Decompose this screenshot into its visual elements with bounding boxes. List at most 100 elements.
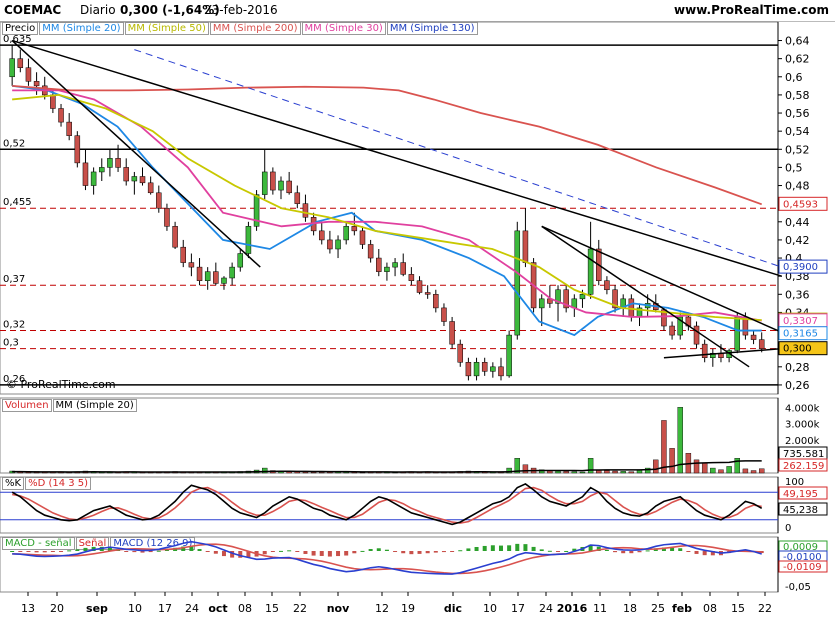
volume-bar [669,448,675,474]
candle-body [172,226,178,248]
candle-body [563,289,569,309]
macd-hist-bar [327,551,332,557]
candle-body [538,298,545,309]
macd-hist-bar [295,551,300,552]
macd-hist-bar [441,551,446,553]
y-tick-label: 0,44 [785,216,810,229]
volume-bar [571,471,578,474]
volume-bar [620,471,626,474]
candle-body [677,316,683,336]
y-tick-label: 0,56 [785,107,810,120]
macd-hist-bar [523,544,528,551]
candle-body [351,226,358,232]
y-tick-label: 0,64 [785,35,810,48]
stoch-badge-text: 45,238 [783,505,818,516]
macd-hist-bar [262,551,267,555]
macd-hist-bar [107,547,112,551]
candle-body [123,167,129,182]
vol-tick-label: 3.000k [785,420,820,431]
trendline [541,225,783,334]
watermark: © ProRealTime.com [6,378,116,391]
candle-body [359,230,366,245]
volume-bar [701,462,708,474]
y-tick-label: 0,5 [785,161,803,174]
x-tick-label: 17 [511,602,525,615]
candle-body [384,266,390,272]
date-label: 23-feb-2016 [204,3,278,17]
macd-hist-bar [433,551,438,553]
macd-hist-bar [376,548,381,551]
macd-hist-bar [221,551,226,557]
macd-hist-bar [702,551,707,556]
volume-bar [693,459,700,474]
volume-bar [262,467,268,474]
volume-bar [555,470,561,474]
macd-hist-bar [124,551,129,552]
x-tick-label: 22 [758,602,772,615]
candle-body [514,230,521,336]
volume-bar [644,467,651,474]
volume-bar [506,467,512,474]
macd-hist-bar [384,549,389,551]
candle-body [327,239,333,250]
macd-hist-bar [556,551,561,552]
volume-bar [726,466,732,474]
volume-bar [612,470,618,474]
macd-hist-bar [507,545,512,551]
dashed-trendline [134,49,782,268]
legend-volumen[interactable]: Volumen [2,399,52,412]
volume-bar [587,458,594,474]
x-tick-label: 2016 [557,602,588,615]
candle-body [701,343,708,358]
x-tick-label: sep [86,602,108,615]
price-badge-text: 0,3165 [783,329,818,340]
level-label: 0,3 [3,338,19,349]
macd-hist-bar [246,551,251,558]
period-label: Diario [80,3,116,17]
macd-hist-bar [238,551,243,558]
trendline [11,39,782,277]
x-tick-label: 25 [651,602,665,615]
macd-lines [10,540,764,575]
site-label[interactable]: www.ProRealTime.com [674,3,829,17]
macd-hist-bar [148,551,153,553]
y-tick-label: 0,36 [785,288,810,301]
macd-hist-bar [197,549,202,551]
candle-body [758,339,765,349]
macd-hist-bar [482,545,487,551]
x-tick-label: 19 [401,602,415,615]
candle-body [522,230,529,263]
stoch-tick-label: 100 [785,477,804,488]
macd-hist-bar [344,551,349,556]
x-tick-label: 24 [185,602,199,615]
candle-body [734,316,741,351]
candle-body [294,192,301,204]
volume-bar [302,471,309,474]
x-tick-label: 13 [21,602,35,615]
x-tick-label: 12 [375,602,389,615]
panel-frame [0,476,779,534]
candle-body [335,239,341,250]
macd-hist-bar [710,551,715,556]
candle-body [204,271,211,281]
candle-body [25,67,32,82]
x-tick-label: 15 [731,602,745,615]
price-badge [778,341,828,356]
candle-body [612,289,618,309]
macd-hist-bar [26,551,31,552]
candle-body [188,262,195,268]
x-tick-label: 17 [158,602,172,615]
macd-hist-bar [360,550,365,552]
volume-bar [677,407,683,474]
candle-body [147,182,154,194]
price-badge-text: 0,3307 [783,316,818,327]
macd-hist-bar [10,551,15,552]
volume-bar [661,420,667,474]
candle-body [604,280,610,291]
x-tick-label: 10 [128,602,142,615]
trendlines [11,39,783,368]
x-tick-label: 24 [539,602,553,615]
legend-vol-mm20[interactable]: MM (Simple 20) [52,399,137,412]
price-badge-text: 0,4593 [783,199,818,210]
